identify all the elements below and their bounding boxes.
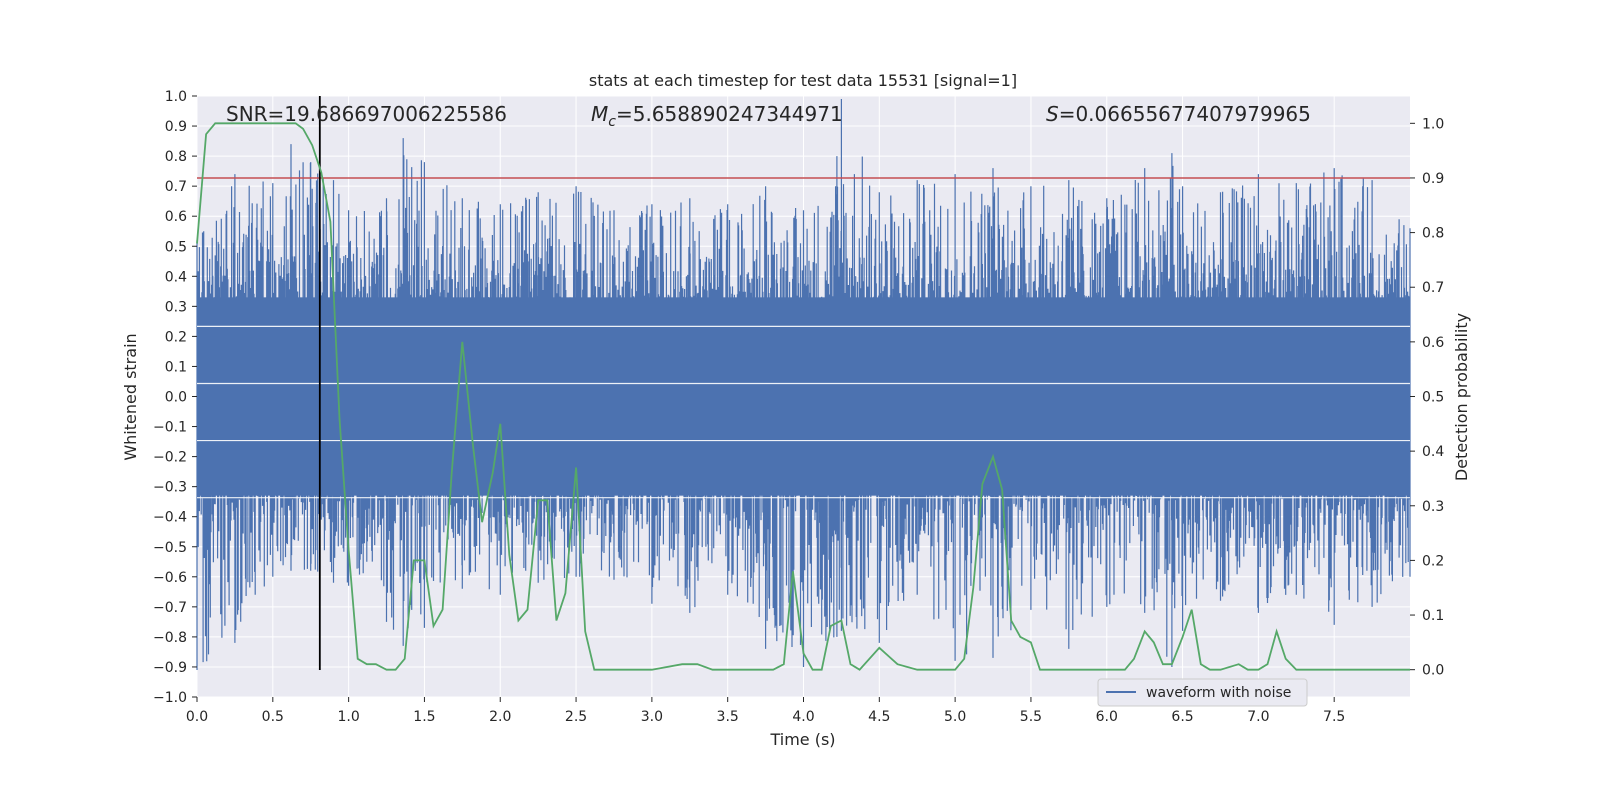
x-tick-label: 3.0: [641, 709, 663, 725]
s-annotation: S=0.06655677407979965: [1046, 102, 1311, 126]
y-right-tick-label: 0.9: [1422, 171, 1444, 187]
y-left-tick-label: −0.7: [153, 600, 187, 616]
y-left-tick-label: 0.8: [165, 149, 187, 165]
y-axis-left-ticks: 1.0 0.9 0.8 0.7 0.6 0.5 0.4 0.3 0.2 0.1 0.0 −0.1 −0.…: [153, 89, 197, 706]
y-left-tick-label: −0.8: [153, 630, 187, 646]
s-value: =0.06655677407979965: [1059, 102, 1311, 126]
y-left-tick-label: −0.4: [153, 510, 187, 526]
y-right-tick-label: 0.0: [1422, 663, 1444, 679]
x-tick-label: 6.0: [1096, 709, 1118, 725]
y-left-tick-label: 0.0: [165, 390, 187, 406]
y-left-tick-label: −0.6: [153, 570, 187, 586]
y-axis-right-label: Detection probability: [1452, 313, 1471, 481]
legend-box: [1097, 678, 1308, 707]
y-left-tick-label: −0.9: [153, 660, 187, 676]
y-right-tick-label: 0.2: [1422, 553, 1444, 569]
y-left-tick-label: −0.1: [153, 420, 187, 436]
x-tick-label: 3.5: [717, 709, 739, 725]
chirp-mass-value: =5.658890247344971: [616, 102, 843, 126]
legend: waveform with noise: [1097, 678, 1308, 707]
y-right-tick-label: 0.7: [1422, 280, 1444, 296]
x-tick-label: 4.5: [868, 709, 890, 725]
chart-title: stats at each timestep for test data 155…: [589, 71, 1017, 90]
y-right-tick-label: 0.5: [1422, 390, 1444, 406]
y-left-tick-label: 0.3: [165, 299, 187, 315]
chirp-mass-subscript: c: [608, 114, 616, 130]
waveform-series: [196, 99, 1411, 670]
y-left-tick-label: 0.6: [165, 209, 187, 225]
x-tick-label: 7.5: [1323, 709, 1345, 725]
x-tick-label: 2.5: [565, 709, 587, 725]
y-right-tick-label: 0.4: [1422, 444, 1444, 460]
x-tick-label: 4.0: [792, 709, 814, 725]
y-left-tick-label: 0.7: [165, 179, 187, 195]
chirp-mass-annotation: Mc=5.658890247344971: [591, 102, 843, 130]
x-tick-label: 5.0: [944, 709, 966, 725]
y-left-tick-label: −0.3: [153, 480, 187, 496]
x-tick-label: 1.0: [337, 709, 359, 725]
x-tick-label: 7.0: [1247, 709, 1269, 725]
y-left-tick-label: −0.5: [153, 540, 187, 556]
x-axis-ticks: 0.0 0.5 1.0 1.5 2.0 2.5 3.0 3.5 4.0 4.5 5.0 5.5 6.0 6…: [186, 697, 1345, 725]
y-left-tick-label: 0.4: [165, 269, 187, 285]
y-left-tick-label: −0.2: [153, 450, 187, 466]
snr-annotation: SNR=19.686697006225586: [226, 102, 507, 126]
x-tick-label: 1.5: [413, 709, 435, 725]
chirp-mass-symbol: M: [591, 102, 608, 126]
y-left-tick-label: 0.9: [165, 119, 187, 135]
y-left-tick-label: 0.2: [165, 329, 187, 345]
legend-label-waveform: waveform with noise: [1146, 685, 1291, 701]
y-axis-right-ticks: 1.0 0.9 0.8 0.7 0.6 0.5 0.4 0.3 0.2 0.1 0.0: [1410, 116, 1444, 679]
y-axis-left-label: Whitened strain: [121, 333, 140, 460]
y-right-tick-label: 1.0: [1422, 116, 1444, 132]
x-tick-label: 2.0: [489, 709, 511, 725]
x-tick-label: 5.5: [1020, 709, 1042, 725]
y-right-tick-label: 0.6: [1422, 335, 1444, 351]
y-left-tick-label: −1.0: [153, 690, 187, 706]
y-left-tick-label: 0.5: [165, 239, 187, 255]
y-left-tick-label: 1.0: [165, 89, 187, 105]
waveform-core-band: [197, 297, 1410, 496]
s-symbol: S: [1046, 102, 1059, 126]
x-tick-label: 0.5: [262, 709, 284, 725]
y-right-tick-label: 0.3: [1422, 499, 1444, 515]
x-tick-label: 0.0: [186, 709, 208, 725]
y-left-tick-label: 0.1: [165, 359, 187, 375]
x-axis-label: Time (s): [769, 730, 835, 749]
y-right-tick-label: 0.1: [1422, 608, 1444, 624]
detection-probability-line: [196, 122, 1410, 671]
y-right-tick-label: 0.8: [1422, 226, 1444, 242]
probability-series: [196, 122, 1410, 671]
x-tick-label: 6.5: [1171, 709, 1193, 725]
